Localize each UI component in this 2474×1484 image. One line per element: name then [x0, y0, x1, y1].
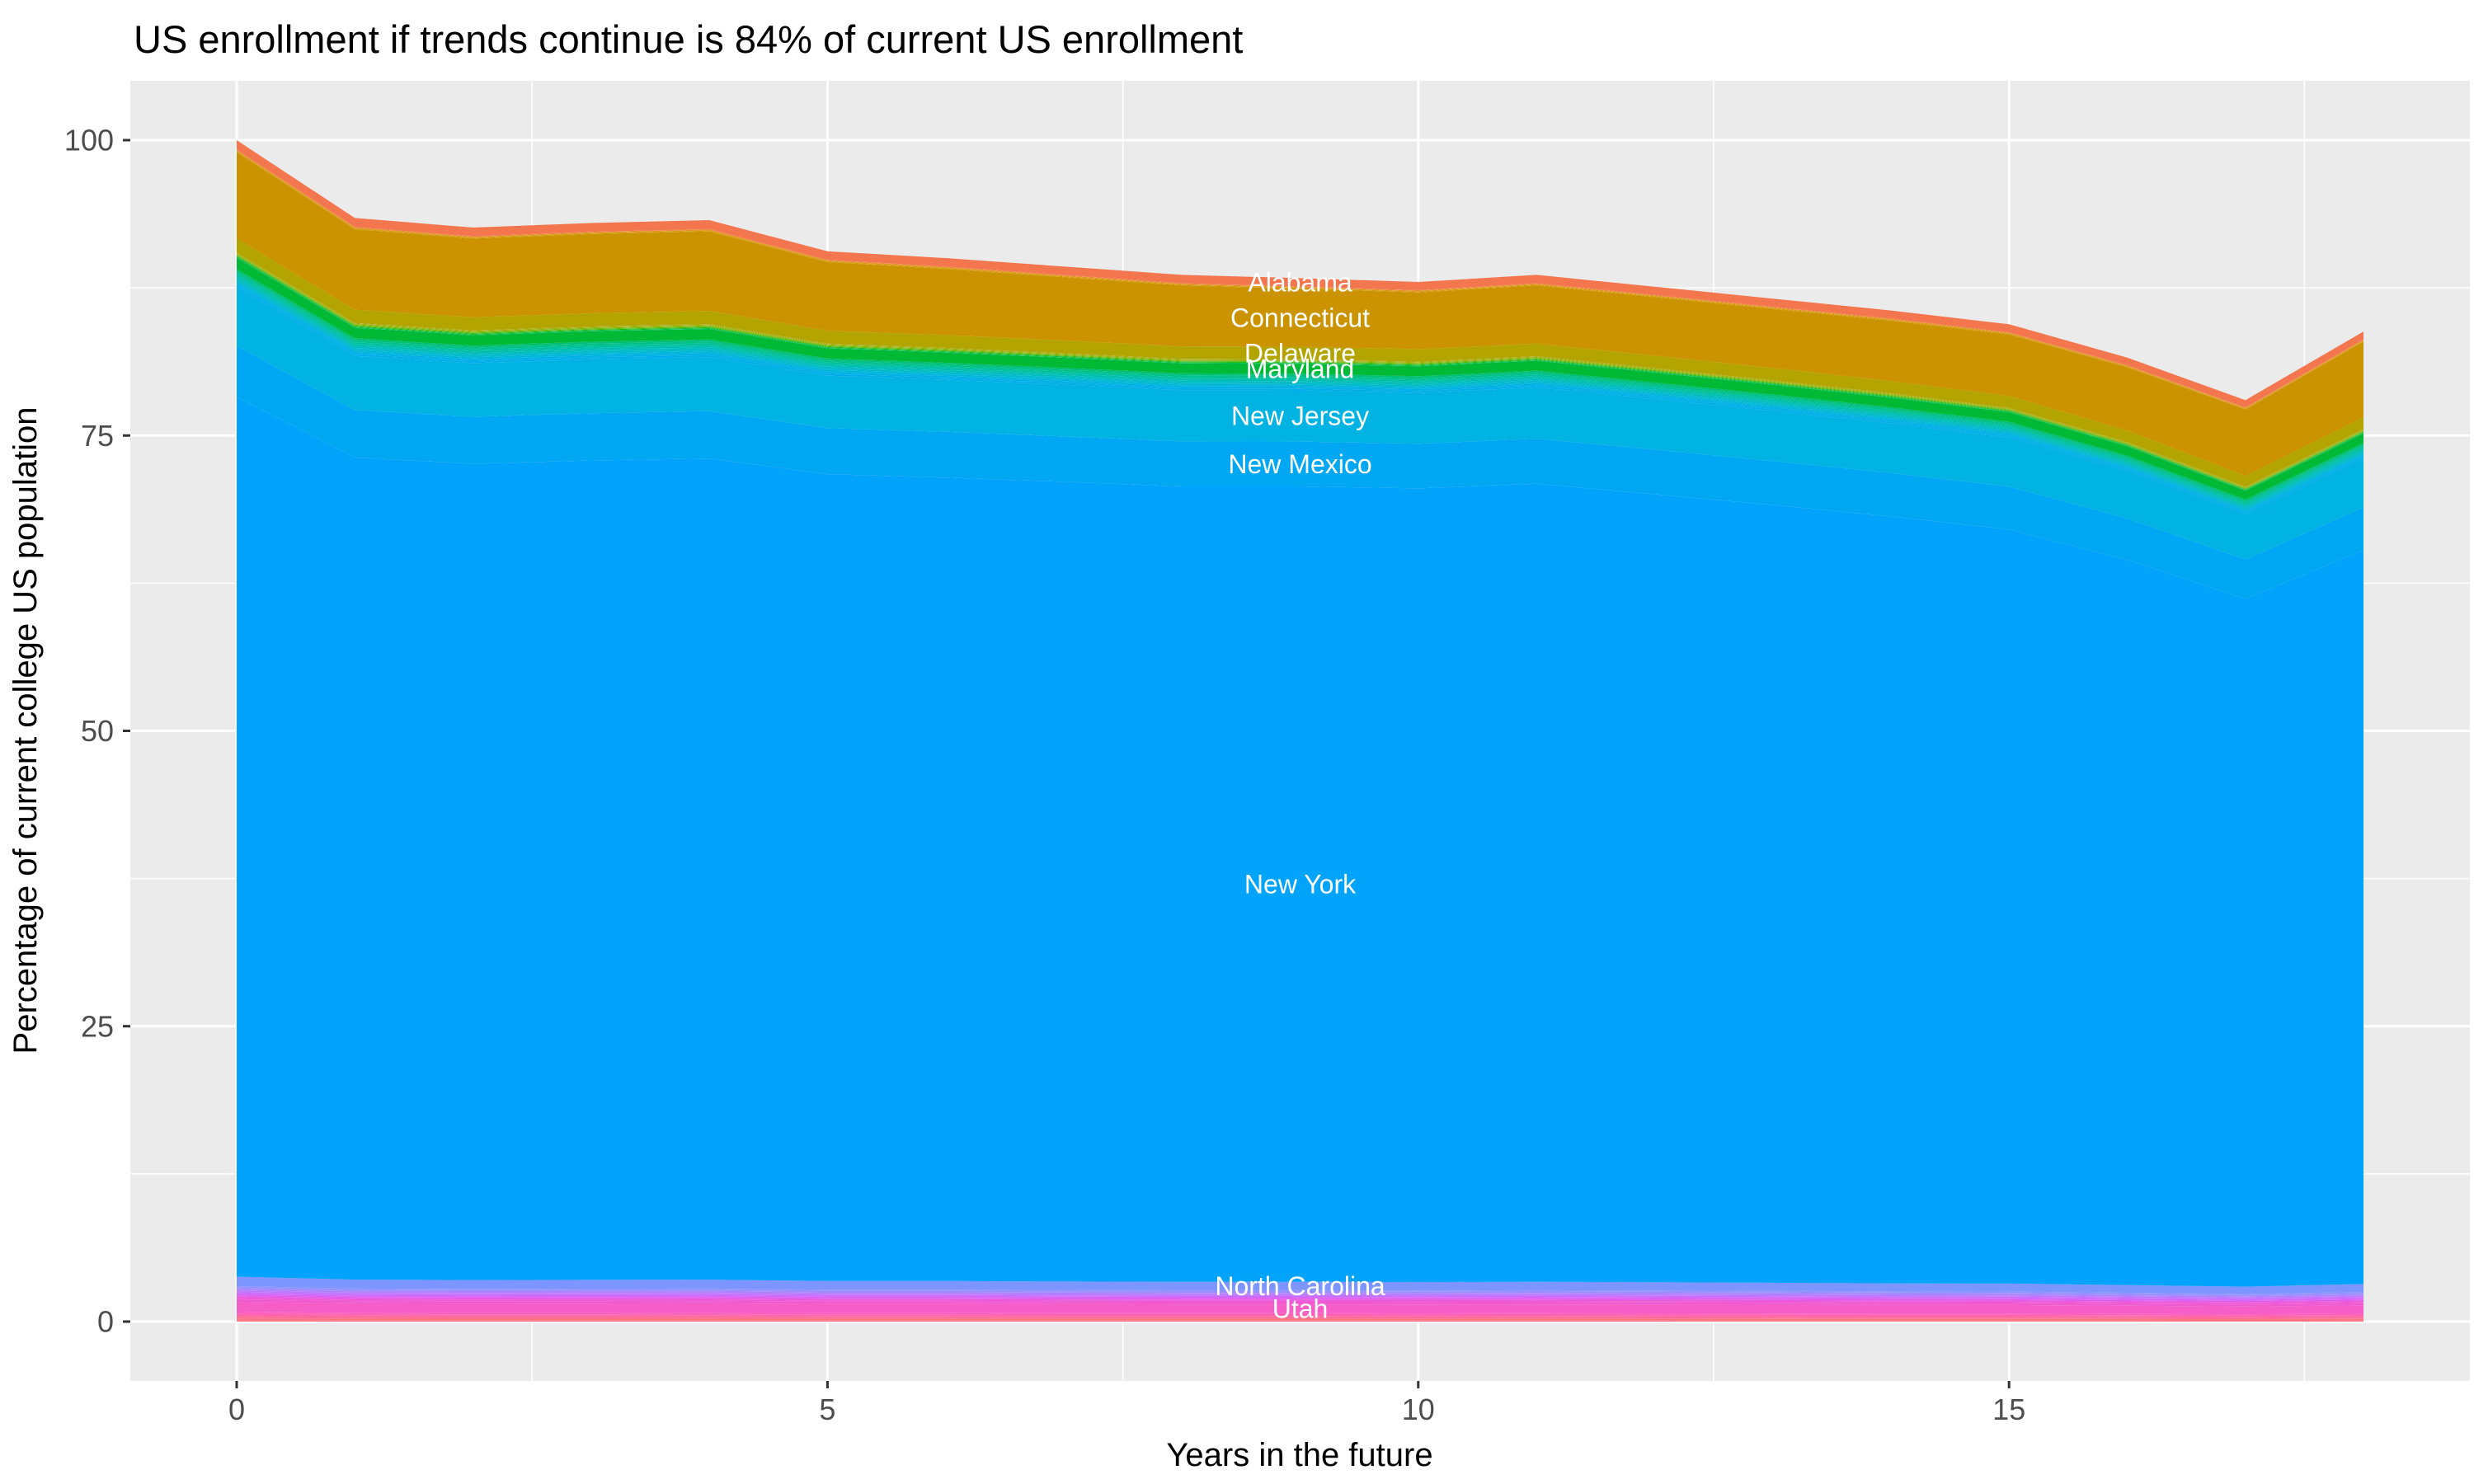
- area-series-new-mexico: [237, 345, 2363, 599]
- area-other-states-4-stripe-3: [237, 1289, 2363, 1298]
- area-series-north-carolina: [237, 1276, 2363, 1294]
- plot-title: US enrollment if trends continue is 84% …: [134, 17, 1243, 61]
- state-label-maryland: Maryland: [1246, 354, 1355, 383]
- x-tick-label: 10: [1402, 1392, 1435, 1426]
- area-other-states-4-stripe-6: [237, 1294, 2363, 1302]
- area-other-states-6-stripe-4: [237, 1317, 2363, 1319]
- area-other-states-6-stripe-5: [237, 1318, 2363, 1321]
- area-other-states-4-stripe-2: [237, 1287, 2363, 1297]
- stacked-areas: [237, 140, 2363, 1322]
- y-axis-title: Percentage of current college US populat…: [7, 407, 44, 1054]
- area-other-states-4-stripe-7: [237, 1295, 2363, 1303]
- state-label-new-jersey: New Jersey: [1231, 402, 1369, 431]
- area-other-states-6-stripe-2: [237, 1313, 2363, 1317]
- area-series-new-york: [237, 397, 2363, 1287]
- state-label-north-carolina: North Carolina: [1215, 1271, 1385, 1301]
- area-other-states-4-stripe-1: [237, 1286, 2363, 1295]
- area-series-connecticut: [237, 152, 2363, 476]
- state-label-alabama: Alabama: [1248, 268, 1352, 298]
- area-other-states-4-stripe-8: [237, 1296, 2363, 1303]
- state-label-new-mexico: New Mexico: [1228, 449, 1371, 479]
- y-tick-label: 25: [81, 1009, 114, 1043]
- axis-ticks: 0 5 10 15 0 25 50 75 100: [64, 124, 2025, 1426]
- area-other-states-4-stripe-4: [237, 1290, 2363, 1299]
- area-series-utah: [237, 1302, 2363, 1315]
- area-other-states-4-stripe-5: [237, 1292, 2363, 1300]
- state-label-delaware: Delaware: [1244, 338, 1356, 368]
- y-tick-label: 100: [64, 124, 114, 157]
- area-other-states-5-stripe-1: [237, 1299, 2363, 1307]
- state-label-utah: Utah: [1272, 1294, 1329, 1324]
- x-tick-label: 0: [228, 1392, 245, 1426]
- area-other-states-6-stripe-3: [237, 1315, 2363, 1318]
- x-tick-label: 15: [1992, 1392, 2025, 1426]
- x-axis-title: Years in the future: [1166, 1437, 1432, 1473]
- area-other-states-4-stripe-9: [237, 1298, 2363, 1305]
- area-other-states-6-stripe-1: [237, 1312, 2363, 1316]
- y-tick-label: 0: [97, 1305, 114, 1339]
- y-tick-label: 50: [81, 714, 114, 748]
- area-other-states-6-stripe-6: [237, 1320, 2363, 1322]
- area-series-new-jersey: [237, 288, 2363, 560]
- x-tick-label: 5: [819, 1392, 835, 1426]
- y-tick-label: 75: [81, 419, 114, 453]
- state-label-new-york: New York: [1244, 870, 1357, 899]
- state-label-connecticut: Connecticut: [1230, 303, 1370, 333]
